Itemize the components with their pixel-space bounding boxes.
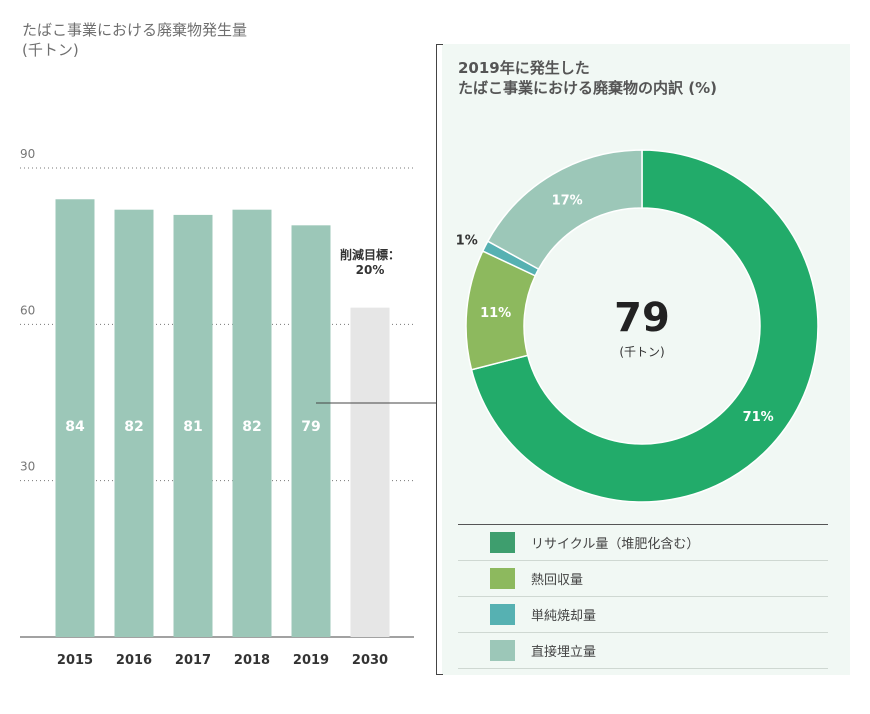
legend-label: 熱回収量: [531, 573, 584, 588]
legend-label: 単純焼却量: [531, 609, 597, 624]
x-tick-label: 2018: [234, 653, 270, 668]
slice-label: 1%: [456, 234, 478, 249]
center-unit: (千トン): [619, 345, 664, 359]
legend-swatch: [490, 640, 515, 661]
right-chart-title-line2: たばこ事業における廃棄物の内訳 (%): [458, 79, 717, 97]
bar-data-label: 82: [124, 419, 143, 435]
bar: [350, 307, 390, 637]
right-chart-title: 2019年に発生した たばこ事業における廃棄物の内訳 (%): [458, 58, 717, 98]
x-tick-label: 2030: [352, 653, 388, 668]
bar: [232, 209, 272, 637]
legend-item: 単純焼却量: [458, 597, 828, 633]
target-annotation: 20%: [356, 263, 385, 277]
bar-chart: 30 60 90 84 2015 82 2016 81 2017 82 2018 79 2019 2030…: [20, 147, 436, 668]
donut-chart: 71% 11% 1% 17% 79 (千トン): [456, 149, 819, 503]
center-value: 79: [614, 295, 670, 341]
x-tick-label: 2019: [293, 653, 329, 668]
panel-bracket: [436, 44, 443, 675]
x-tick-label: 2016: [116, 653, 152, 668]
left-chart-title-line1: たばこ事業における廃棄物発生量: [22, 21, 248, 39]
legend-item: 熱回収量: [458, 561, 828, 597]
donut-slice: [486, 149, 643, 271]
slice-label: 11%: [480, 306, 511, 321]
legend-swatch: [490, 604, 515, 625]
legend-label: 直接埋立量: [531, 645, 597, 660]
donut-legend: リサイクル量（堆肥化含む） 熱回収量単純焼却量直接埋立量: [458, 524, 828, 669]
bar-data-label: 81: [183, 419, 202, 435]
legend-label: リサイクル量（堆肥化含む）: [531, 537, 700, 552]
left-chart-title: たばこ事業における廃棄物発生量 (千トン): [22, 20, 247, 60]
y-tick-label: 60: [20, 303, 35, 317]
bar: [173, 214, 213, 637]
x-tick-label: 2015: [57, 653, 93, 668]
bar: [55, 199, 95, 637]
slice-label: 17%: [552, 193, 583, 208]
bar: [291, 225, 331, 638]
y-tick-label: 30: [20, 460, 35, 474]
legend-item: 直接埋立量: [458, 633, 828, 669]
x-tick-label: 2017: [175, 653, 211, 668]
slice-label: 71%: [743, 410, 774, 425]
target-annotation: 削減目標：: [340, 247, 400, 262]
legend-swatch: [490, 532, 515, 553]
y-tick-label: 90: [20, 147, 35, 161]
bar-data-label: 82: [242, 419, 261, 435]
bar: [114, 209, 154, 637]
legend-item: リサイクル量（堆肥化含む）: [458, 525, 828, 561]
donut-slice: [470, 149, 819, 503]
left-chart-title-line2: (千トン): [22, 41, 79, 59]
bar-data-label: 84: [65, 419, 85, 435]
bar-data-label: 79: [301, 419, 320, 435]
right-chart-title-line1: 2019年に発生した: [458, 59, 590, 77]
legend-swatch: [490, 568, 515, 589]
